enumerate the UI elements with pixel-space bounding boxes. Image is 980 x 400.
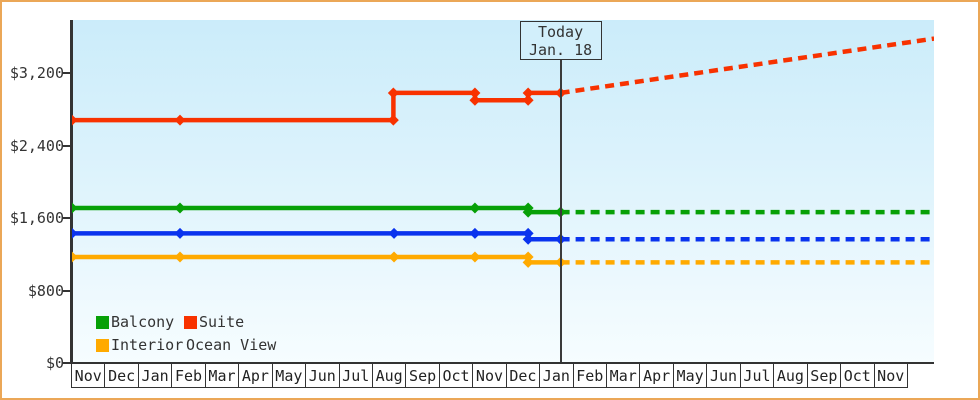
x-axis-month-cell: Apr xyxy=(239,364,273,388)
legend-item-balcony: Balcony xyxy=(96,313,184,331)
legend-item-ocean-view: Ocean View xyxy=(184,336,276,354)
legend-row: Balcony Suite xyxy=(96,313,272,331)
x-axis-month-cell: Mar xyxy=(607,364,641,388)
x-axis-month-cell: May xyxy=(272,364,307,388)
x-axis-month-cell: Jun xyxy=(707,364,741,388)
data-point-marker-balcony xyxy=(469,202,481,214)
y-axis-label: $2,400 xyxy=(9,136,64,155)
y-axis-tick xyxy=(63,362,71,364)
x-axis-month-cell: Sep xyxy=(807,364,842,388)
x-axis-month-cell: Oct xyxy=(439,364,474,388)
y-axis-tick xyxy=(63,217,71,219)
today-line xyxy=(559,60,562,362)
legend-label: Balcony xyxy=(111,313,175,331)
legend-item-suite: Suite xyxy=(184,313,272,331)
forecast-line-suite xyxy=(560,36,934,96)
y-axis-label: $800 xyxy=(27,281,64,300)
x-axis-month-cell: Dec xyxy=(105,364,139,388)
x-axis-month-cell: Feb xyxy=(172,364,206,388)
series-line-ocean-view xyxy=(72,231,561,242)
interior-swatch-icon xyxy=(96,338,109,352)
data-point-marker-interior xyxy=(174,251,186,263)
suite-swatch-icon xyxy=(184,315,197,329)
y-axis-label: $0 xyxy=(45,354,64,372)
y-axis-label: $3,200 xyxy=(9,64,64,82)
y-axis-tick xyxy=(63,144,71,147)
data-point-marker-interior xyxy=(469,251,481,263)
x-axis-month-cell: Jul xyxy=(339,364,373,388)
data-point-marker-ocean-view xyxy=(522,227,534,239)
x-axis-month-cell: Nov xyxy=(874,364,908,388)
x-axis-month-cell: Apr xyxy=(640,364,674,388)
x-axis-month-cell: Jun xyxy=(306,364,340,388)
data-point-marker-ocean-view xyxy=(469,227,481,239)
x-axis-month-cell: Sep xyxy=(406,364,440,388)
data-point-marker-suite xyxy=(469,94,481,106)
x-axis-month-cell: Feb xyxy=(573,364,607,388)
data-point-marker-suite xyxy=(522,94,534,106)
data-point-marker-ocean-view xyxy=(174,227,186,239)
data-point-marker-suite xyxy=(72,114,78,126)
y-axis-label: $1,600 xyxy=(9,209,64,227)
plot-area xyxy=(72,20,934,364)
x-axis-month-cell: Jan xyxy=(138,364,173,388)
data-point-marker-interior xyxy=(72,251,78,263)
data-point-marker-balcony xyxy=(72,202,78,214)
data-point-marker-interior xyxy=(522,256,534,268)
chart-series-layer xyxy=(72,36,934,268)
legend-label: Suite xyxy=(199,313,245,331)
x-axis-month-cell: Aug xyxy=(774,364,808,388)
data-point-marker-ocean-view xyxy=(388,227,400,239)
data-point-marker-ocean-view xyxy=(522,233,534,245)
legend-label: Ocean View xyxy=(186,336,277,354)
series-line-suite xyxy=(72,90,561,123)
data-point-marker-suite xyxy=(174,114,186,126)
today-date-label: Jan. 18 xyxy=(528,41,593,59)
data-point-marker-balcony xyxy=(522,206,534,218)
x-axis: Nov Dec Jan Feb Mar Apr May Jun Jul Aug Sep Oct Nov D… xyxy=(71,364,908,388)
x-axis-month-cell: May xyxy=(673,364,708,388)
balcony-swatch-icon xyxy=(96,315,109,329)
x-axis-month-cell: Aug xyxy=(372,364,407,388)
data-point-marker-suite xyxy=(522,87,534,99)
data-point-marker-ocean-view xyxy=(72,227,78,239)
data-point-marker-interior xyxy=(388,251,400,263)
x-axis-month-cell: Jan xyxy=(540,364,574,388)
x-axis-month-cell: Jul xyxy=(740,364,775,388)
legend-row: Interior Ocean View xyxy=(96,336,276,354)
x-axis-month-cell: Nov xyxy=(473,364,507,388)
series-line-balcony xyxy=(72,205,561,215)
series-line-interior xyxy=(72,254,561,265)
data-point-marker-suite xyxy=(387,87,399,99)
x-axis-month-cell: Nov xyxy=(72,364,106,388)
today-label: Today xyxy=(537,23,584,41)
y-axis-tick xyxy=(63,289,71,292)
x-axis-month-cell: Mar xyxy=(205,364,240,388)
y-axis-tick xyxy=(63,72,71,74)
x-axis-line xyxy=(70,362,934,364)
x-axis-month-cell: Oct xyxy=(841,364,875,388)
data-point-marker-suite xyxy=(387,114,399,126)
data-point-marker-balcony xyxy=(174,202,186,214)
data-point-marker-suite xyxy=(469,87,481,99)
legend-label: Interior xyxy=(111,336,184,354)
today-marker-box: Today Jan. 18 xyxy=(519,21,602,60)
x-axis-month-cell: Dec xyxy=(506,364,541,388)
y-axis-line xyxy=(70,20,73,364)
legend-item-interior: Interior xyxy=(96,336,184,354)
legend: Balcony Suite Interior Ocean View xyxy=(96,313,276,360)
